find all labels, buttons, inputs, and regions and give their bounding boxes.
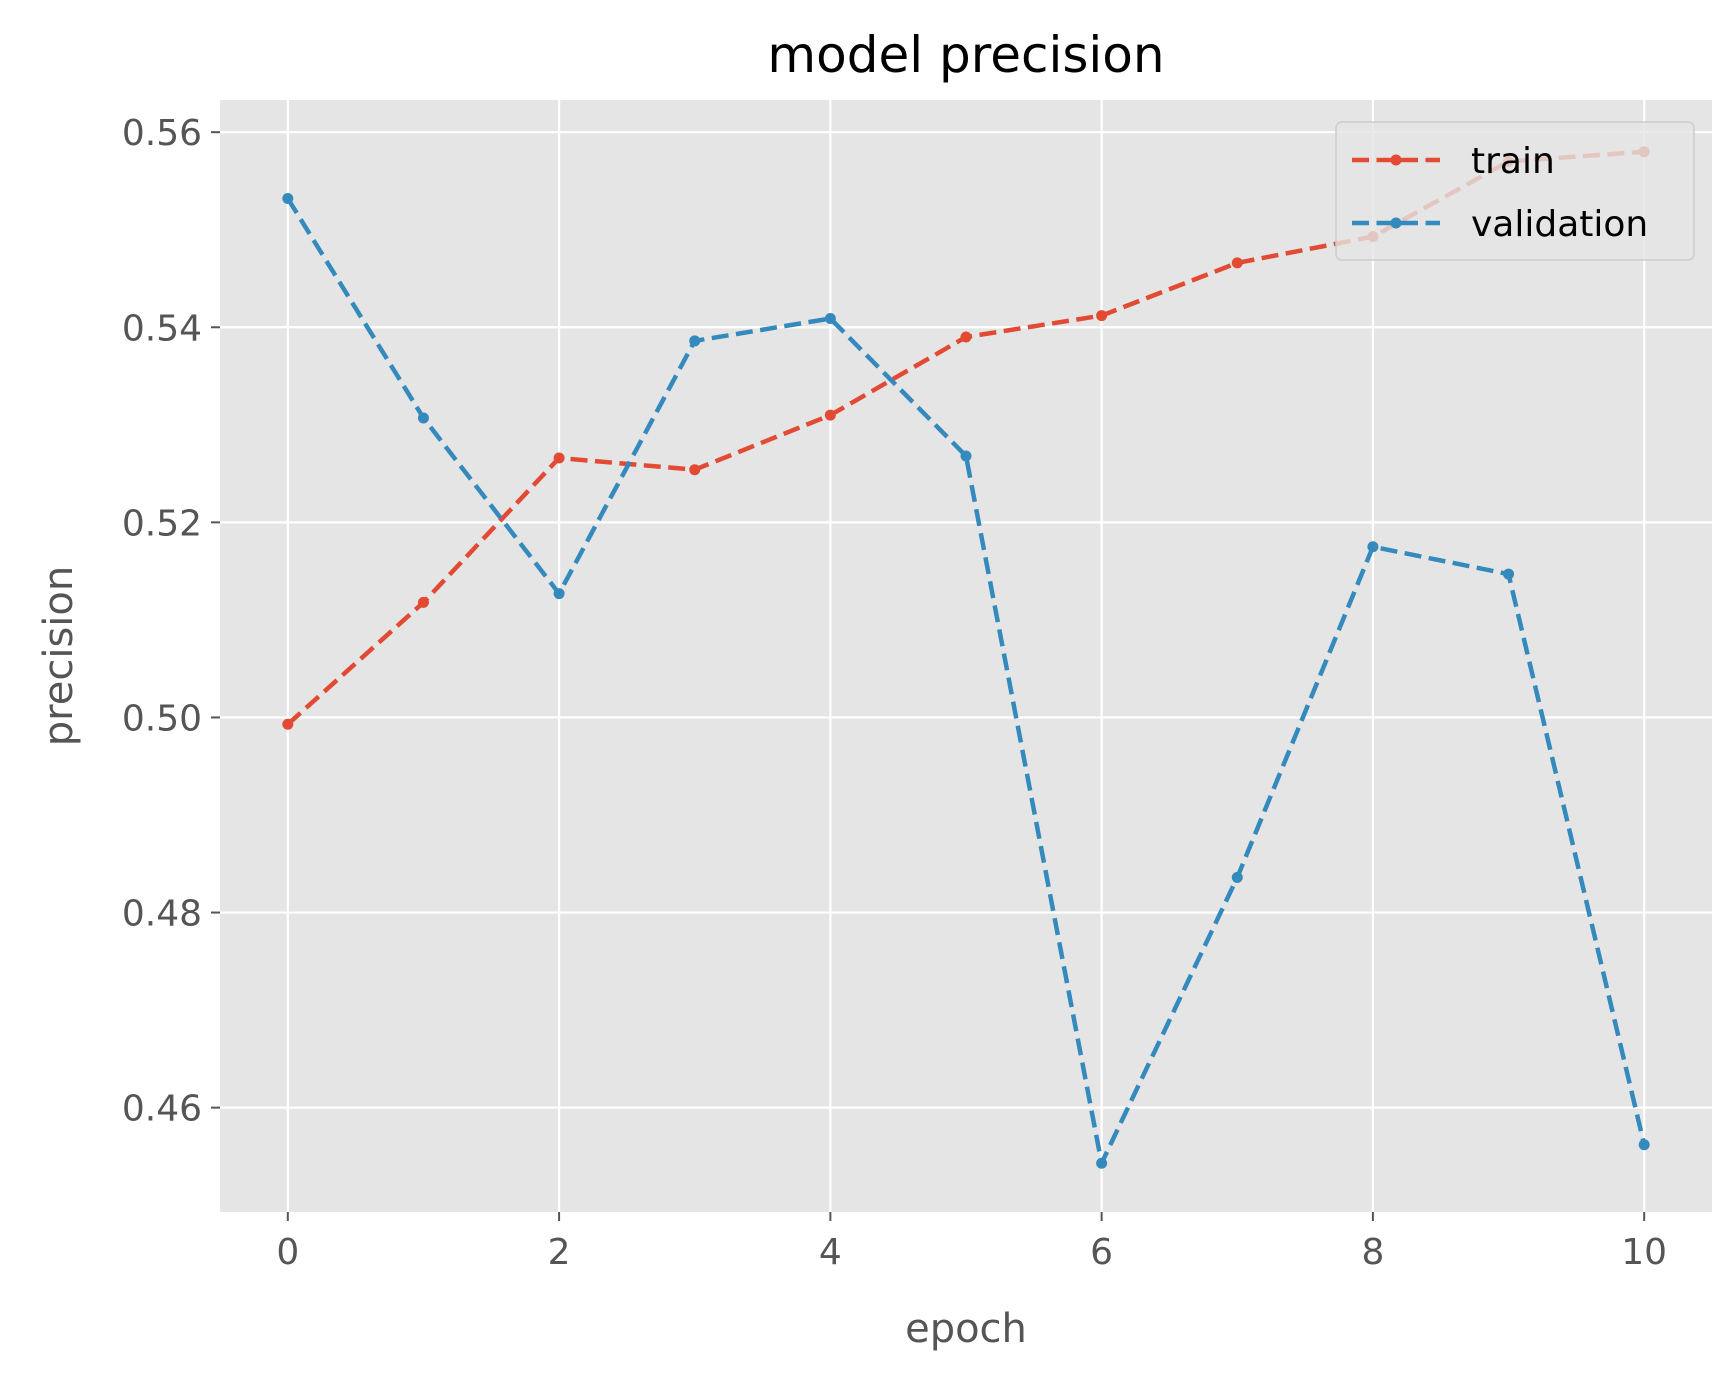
data-point	[553, 452, 565, 464]
x-tick-label: 6	[1090, 1232, 1113, 1273]
data-point	[1231, 257, 1243, 269]
y-axis-label: precision	[36, 566, 82, 746]
data-point	[1096, 1157, 1108, 1169]
data-point	[553, 588, 565, 600]
data-point	[417, 412, 429, 424]
series-line-validation	[285, 197, 1647, 1166]
data-point	[1231, 871, 1243, 883]
y-tick-label: 0.46	[122, 1089, 202, 1130]
y-tick-label: 0.54	[122, 308, 202, 349]
data-point	[824, 409, 836, 421]
x-tick-label: 4	[819, 1232, 842, 1273]
y-tick-label: 0.56	[122, 113, 202, 154]
data-point	[1367, 541, 1379, 553]
x-tick-label: 2	[548, 1232, 571, 1273]
data-point	[689, 335, 701, 347]
grid	[220, 100, 1712, 1212]
legend-frame	[1335, 121, 1695, 261]
data-point	[960, 331, 972, 343]
data-point	[282, 193, 294, 205]
x-tick-label: 8	[1361, 1232, 1384, 1273]
legend: train validation	[1335, 121, 1695, 261]
legend-label: validation	[1471, 204, 1648, 245]
legend-item-validation: validation	[1352, 204, 1648, 245]
y-tick-label: 0.48	[122, 894, 202, 935]
x-tick-label: 10	[1621, 1232, 1667, 1273]
plot-area	[220, 100, 1712, 1212]
legend-marker	[1390, 217, 1402, 229]
data-point	[689, 464, 701, 476]
legend-marker	[1390, 154, 1402, 166]
x-tick-label: 0	[276, 1232, 299, 1273]
data-point	[1638, 1139, 1650, 1151]
y-tick-label: 0.52	[122, 503, 202, 544]
legend-item-train: train	[1352, 141, 1555, 182]
data-point	[1096, 310, 1108, 322]
series-validation	[282, 193, 1650, 1169]
data-point	[417, 596, 429, 608]
data-point	[960, 450, 972, 462]
data-point	[1503, 568, 1515, 580]
legend-label: train	[1471, 141, 1555, 182]
x-axis-label: epoch	[905, 1306, 1027, 1352]
axis-ticks: 0 2 4 6 8 10 0.46 0.48 0.50 0.52 0.54 0.56	[122, 113, 1667, 1273]
data-point	[824, 312, 836, 324]
y-tick-label: 0.50	[122, 698, 202, 739]
data-point	[282, 718, 294, 730]
chart-title: model precision	[767, 26, 1164, 84]
